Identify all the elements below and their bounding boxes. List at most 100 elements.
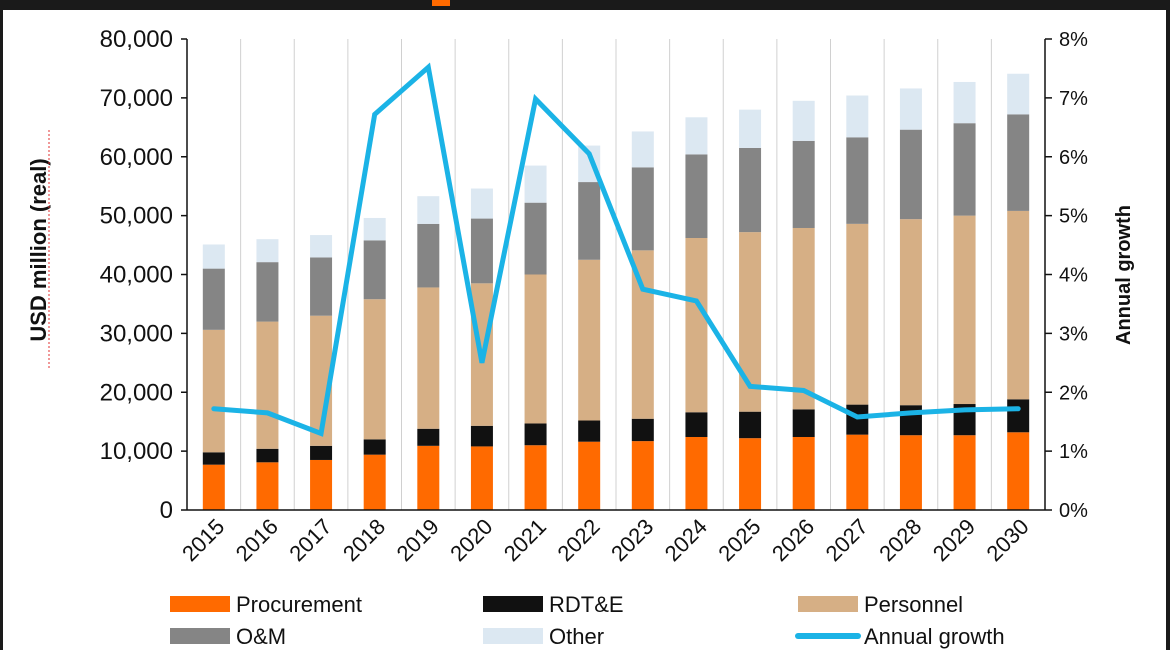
bar-other-2028 — [899, 88, 922, 130]
legend: Procurement RDT&E Personnel O&M Other Annual … — [170, 592, 1005, 649]
bar-o-m-2029 — [953, 123, 976, 216]
bar-o-m-2021 — [524, 202, 547, 275]
bar-procurement-2025 — [739, 438, 762, 510]
bar-rdt-e-2030 — [1007, 399, 1030, 433]
bar-o-m-2030 — [1007, 114, 1030, 211]
y-tick-label: 70,000 — [100, 85, 173, 112]
annual-growth-point-2018 — [374, 113, 376, 115]
bar-personnel-2022 — [578, 259, 601, 421]
y2-tick-label: 2% — [1059, 382, 1088, 404]
bar-procurement-2028 — [899, 435, 922, 510]
bar-personnel-2015 — [202, 329, 225, 453]
bar-personnel-2027 — [846, 223, 869, 405]
annual-growth-point-2015 — [213, 408, 215, 410]
x-tick-label-2016: 2016 — [231, 514, 283, 566]
x-tick-label-2027: 2027 — [821, 514, 873, 566]
bar-procurement-2016 — [256, 462, 279, 510]
legend-label-rdt-e: RDT&E — [549, 592, 624, 617]
y-tick-label: 20,000 — [100, 379, 173, 406]
bar-procurement-2017 — [310, 459, 333, 510]
legend-swatch-rdt-e — [483, 596, 543, 612]
y2-tick-label: 1% — [1059, 441, 1088, 463]
axes — [181, 38, 1052, 511]
annual-growth-point-2028 — [910, 412, 912, 414]
bar-personnel-2024 — [685, 237, 708, 413]
x-tick-label-2017: 2017 — [284, 514, 336, 566]
legend-swatch-o-m — [170, 628, 230, 644]
bar-other-2021 — [524, 165, 547, 203]
bar-procurement-2019 — [417, 445, 440, 510]
y2-tick-label: 5% — [1059, 206, 1088, 228]
bar-procurement-2024 — [685, 436, 708, 510]
bar-o-m-2017 — [310, 257, 333, 316]
annual-growth-point-2026 — [803, 389, 805, 391]
growth-line-layer — [211, 62, 1021, 437]
annual-growth-point-2021 — [535, 98, 537, 100]
bar-procurement-2020 — [470, 446, 493, 510]
bar-o-m-2028 — [899, 129, 922, 220]
bar-personnel-2016 — [256, 321, 279, 449]
bar-o-m-2020 — [470, 218, 493, 284]
bar-personnel-2028 — [899, 219, 922, 406]
bar-other-2023 — [631, 131, 654, 168]
bar-rdt-e-2016 — [256, 448, 279, 463]
annual-growth-point-2019 — [427, 66, 429, 68]
bar-personnel-2019 — [417, 287, 440, 429]
bar-other-2017 — [310, 235, 333, 258]
y-tick-label: 0 — [160, 497, 173, 524]
bar-procurement-2023 — [631, 441, 654, 510]
y2-tick-label: 7% — [1059, 88, 1088, 110]
bar-other-2024 — [685, 117, 708, 155]
bar-other-2027 — [846, 95, 869, 138]
y-tick-label: 60,000 — [100, 144, 173, 171]
bar-other-2026 — [792, 100, 815, 141]
bar-o-m-2024 — [685, 154, 708, 238]
bar-o-m-2026 — [792, 140, 815, 228]
x-tick-label-2025: 2025 — [713, 514, 765, 566]
annual-growth-point-2030 — [1017, 408, 1019, 410]
bar-procurement-2026 — [792, 436, 815, 510]
bar-procurement-2022 — [578, 441, 601, 510]
x-tick-label-2015: 2015 — [177, 514, 229, 566]
y2-tick-label: 6% — [1059, 147, 1088, 169]
y2-axis-title: Annual growth — [1113, 205, 1135, 345]
annual-growth-point-2016 — [266, 412, 268, 414]
x-tick-label-2029: 2029 — [928, 514, 980, 566]
annual-growth-line — [211, 62, 1021, 437]
bar-other-2025 — [739, 109, 762, 148]
bar-procurement-2027 — [846, 434, 869, 510]
legend-label-personnel: Personnel — [864, 592, 963, 617]
bar-o-m-2019 — [417, 223, 440, 288]
bar-other-2015 — [202, 244, 225, 269]
y2-tick-label: 3% — [1059, 323, 1088, 345]
bar-other-2020 — [470, 188, 493, 219]
bar-o-m-2015 — [202, 268, 225, 330]
bar-rdt-e-2024 — [685, 412, 708, 437]
y-tick-label: 50,000 — [100, 203, 173, 230]
bar-rdt-e-2025 — [739, 411, 762, 439]
bar-procurement-2021 — [524, 445, 547, 510]
y-tick-label: 80,000 — [100, 26, 173, 53]
x-tick-label-2028: 2028 — [874, 514, 926, 566]
y-axis-title: USD million (real) — [26, 158, 51, 341]
x-tick-label-2026: 2026 — [767, 514, 819, 566]
header-accent — [432, 0, 450, 6]
annual-growth-point-2023 — [642, 288, 644, 290]
annual-growth-point-2017 — [320, 432, 322, 434]
bar-personnel-2021 — [524, 274, 547, 424]
bar-procurement-2015 — [202, 464, 225, 510]
bar-personnel-2029 — [953, 215, 976, 405]
bar-rdt-e-2027 — [846, 404, 869, 435]
bar-o-m-2016 — [256, 262, 279, 322]
bar-o-m-2027 — [846, 137, 869, 224]
bar-other-2016 — [256, 239, 279, 263]
bar-personnel-2030 — [1007, 210, 1030, 400]
y-tick-label: 30,000 — [100, 320, 173, 347]
legend-label-o-m: O&M — [236, 624, 286, 649]
x-tick-label-2023: 2023 — [606, 514, 658, 566]
bar-rdt-e-2026 — [792, 409, 815, 437]
bar-o-m-2018 — [363, 240, 386, 300]
x-tick-label-2030: 2030 — [981, 514, 1033, 566]
annual-growth-point-2020 — [481, 362, 483, 364]
